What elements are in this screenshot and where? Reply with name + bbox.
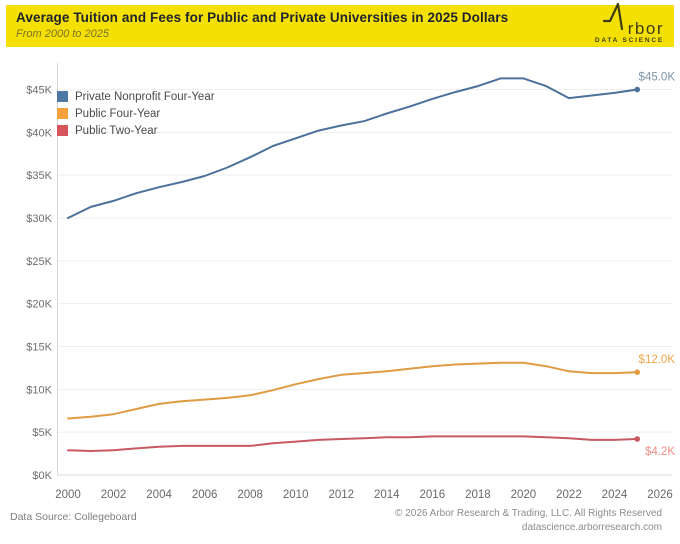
x-tick-label: 2022 (556, 489, 582, 501)
x-tick-label: 2024 (602, 489, 628, 501)
y-tick-label: $20K (26, 299, 52, 311)
header-banner: Average Tuition and Fees for Public and … (6, 2, 674, 47)
x-tick-label: 2016 (420, 489, 446, 501)
chart-subtitle: From 2000 to 2025 (16, 28, 109, 40)
logo-tagline: DATA SCIENCE (594, 37, 664, 44)
logo-wordmark: rbor (627, 19, 664, 38)
series-end-label-1: $12.0K (639, 354, 676, 366)
legend-swatch-red (57, 125, 68, 136)
arbor-logo: rbor DATA SCIENCE (594, 2, 664, 44)
x-tick-label: 2008 (237, 489, 263, 501)
x-tick-label: 2014 (374, 489, 400, 501)
series-end-dot-0 (634, 86, 641, 93)
x-tick-label: 2012 (328, 489, 354, 501)
series-line-0 (67, 77, 639, 219)
legend-swatch-blue (57, 91, 68, 102)
logo-a-icon (602, 1, 628, 36)
y-tick-label: $25K (26, 256, 52, 268)
legend-swatch-orange (57, 108, 68, 119)
x-tick-label: 2006 (192, 489, 218, 501)
y-tick-label: $35K (26, 170, 52, 182)
x-tick-label: 2026 (647, 489, 673, 501)
copyright-note: © 2026 Arbor Research & Trading, LLC. Al… (395, 507, 662, 535)
series-end-label-0: $45.0K (639, 72, 676, 84)
y-tick-label: $5K (32, 427, 52, 439)
legend-label: Public Two-Year (75, 124, 158, 137)
series-end-dot-1 (634, 369, 641, 376)
legend-item-public-four-year: Public Four-Year (57, 105, 215, 122)
series-line-1 (67, 361, 639, 420)
y-tick-label: $15K (26, 342, 52, 354)
x-tick-label: 2018 (465, 489, 491, 501)
y-tick-label: $45K (26, 85, 52, 97)
y-tick-label: $10K (26, 384, 52, 396)
y-tick-label: $40K (26, 127, 52, 139)
data-source-note: Data Source: Collegeboard (10, 511, 137, 523)
x-tick-label: 2004 (146, 489, 172, 501)
legend-item-private-nonprofit-four-year: Private Nonprofit Four-Year (57, 88, 215, 105)
series-end-dot-2 (634, 436, 641, 442)
x-tick-label: 2002 (101, 489, 127, 501)
y-tick-label: $0K (32, 470, 52, 482)
legend-label: Public Four-Year (75, 107, 161, 120)
chart-title: Average Tuition and Fees for Public and … (16, 10, 509, 25)
x-tick-label: 2020 (511, 489, 537, 501)
x-tick-label: 2010 (283, 489, 309, 501)
series-line-2 (67, 435, 639, 452)
copyright-line: © 2026 Arbor Research & Trading, LLC. Al… (395, 508, 662, 519)
website-line: datascience.arborresearch.com (521, 522, 662, 533)
tuition-line-chart: $0K $5K $10K $15K $20K $25K $30K $35K $40K $45K 20… (26, 63, 676, 501)
x-tick-label: 2000 (55, 489, 81, 501)
chart-legend: Private Nonprofit Four-Year Public Four-… (57, 88, 215, 139)
legend-label: Private Nonprofit Four-Year (75, 90, 215, 103)
series-end-label-2: $4.2K (645, 446, 675, 458)
legend-item-public-two-year: Public Two-Year (57, 122, 215, 139)
y-tick-label: $30K (26, 213, 52, 225)
